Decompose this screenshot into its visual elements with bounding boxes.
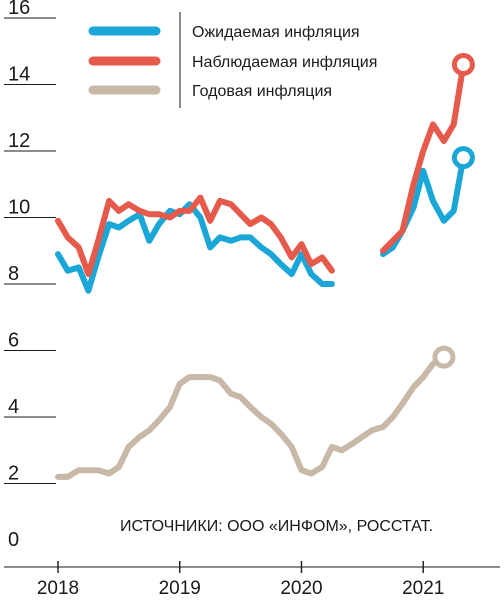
y-tick-label: 2	[8, 463, 19, 485]
y-tick-label: 8	[8, 263, 19, 285]
series-lines	[55, 53, 475, 480]
x-axis: 2018 2019 2020 2021	[4, 561, 500, 599]
x-tick-label: 2019	[159, 578, 201, 599]
series-line	[55, 194, 335, 277]
series-line	[380, 61, 467, 254]
series-endpoint-marker	[451, 53, 475, 77]
y-tick-label: 12	[8, 130, 30, 152]
source-note: ИСТОЧНИКИ: ООО «ИНФОМ», РОССТАТ.	[120, 518, 433, 535]
series-line	[55, 201, 335, 294]
legend: Ожидаемая инфляция Наблюдаемая инфляция Го…	[88, 12, 377, 108]
y-tick-label: 0	[8, 529, 19, 551]
series-line	[380, 154, 467, 258]
legend-label: Ожидаемая инфляция	[192, 24, 360, 41]
series-line	[55, 354, 447, 480]
x-tick-label: 2018	[37, 578, 79, 599]
legend-label: Годовая инфляция	[192, 83, 332, 100]
x-tick-label: 2020	[280, 578, 322, 599]
y-tick-label: 14	[8, 64, 30, 86]
series-endpoint-marker	[451, 146, 475, 170]
y-gridlines	[4, 17, 56, 484]
y-tick-label: 4	[8, 396, 19, 418]
y-tick-label: 6	[8, 330, 19, 352]
series-endpoint-marker	[432, 345, 456, 369]
y-axis-labels: 16 14 12 10 8 6 4 2 0	[8, 0, 30, 551]
y-tick-label: 16	[8, 0, 30, 19]
y-tick-label: 10	[8, 197, 30, 219]
x-tick-label: 2021	[402, 578, 444, 599]
legend-label: Наблюдаемая инфляция	[192, 54, 377, 71]
